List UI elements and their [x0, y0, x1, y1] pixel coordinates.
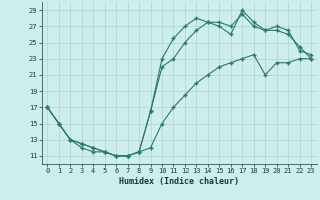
X-axis label: Humidex (Indice chaleur): Humidex (Indice chaleur) [119, 177, 239, 186]
